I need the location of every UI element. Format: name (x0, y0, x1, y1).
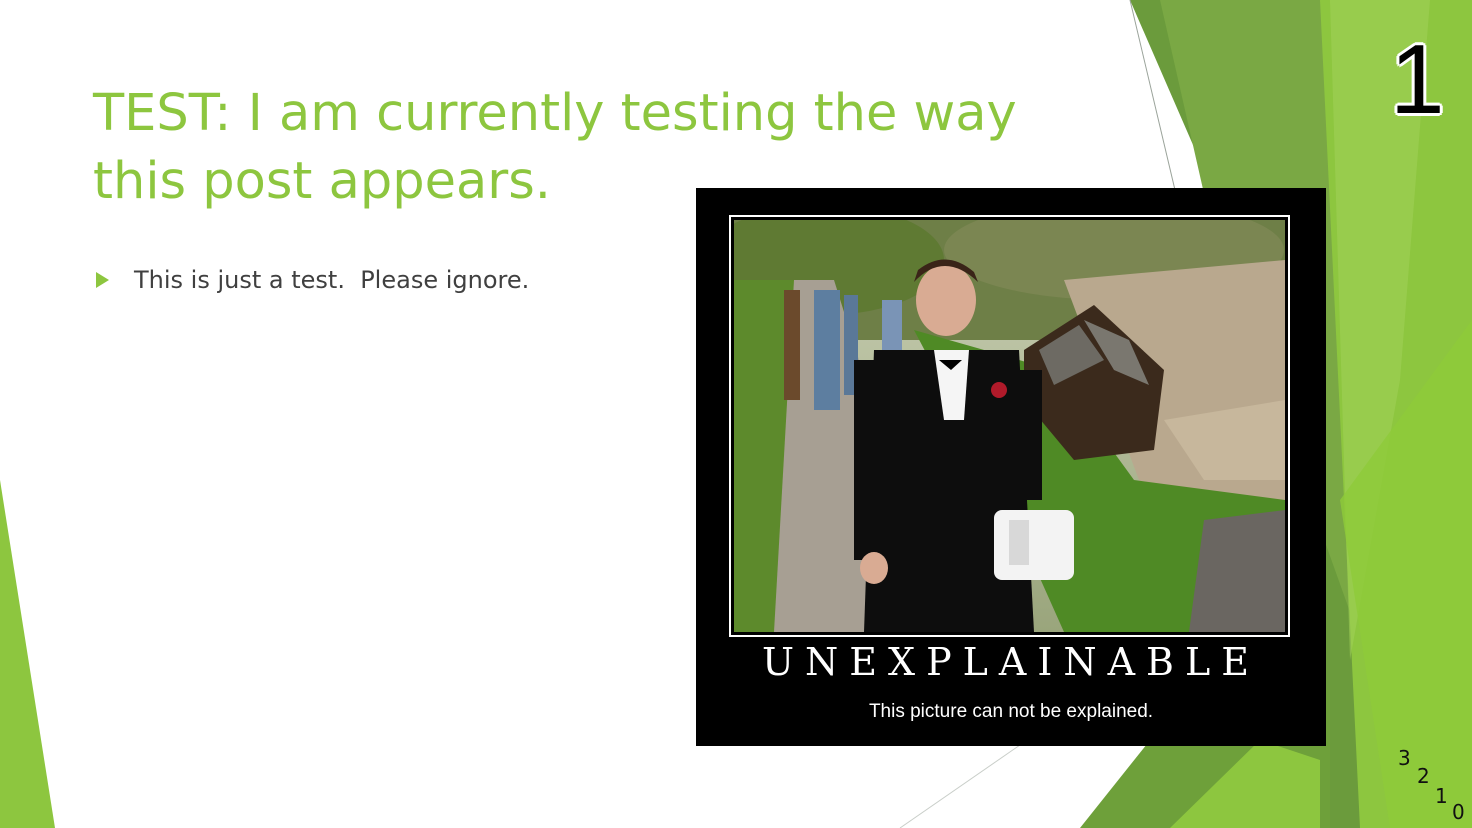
left-green-accent (0, 480, 55, 828)
countdown-digit-1: 1 (1435, 784, 1448, 808)
thin-line-bottom (899, 744, 1021, 828)
motivational-poster-image[interactable]: UNEXPLAINABLE This picture can not be ex… (696, 188, 1326, 746)
bullet-text: This is just a test. Please ignore. (134, 266, 530, 294)
bullet-list-item: This is just a test. Please ignore. (96, 266, 529, 294)
bottom-facet-light (1170, 740, 1320, 828)
poster-photo (734, 220, 1285, 632)
countdown-digit-0: 0 (1452, 800, 1465, 824)
poster-heading: UNEXPLAINABLE (762, 640, 1260, 684)
slide-number: 1 (1390, 24, 1445, 134)
poster-caption: This picture can not be explained. (868, 701, 1154, 722)
triangle-right-icon (96, 272, 109, 288)
thin-line (1129, 0, 1176, 191)
slide-title: TEST: I am currently testing the way thi… (93, 84, 1017, 211)
countdown-digit-2: 2 (1417, 764, 1430, 788)
poster-photo-frame (729, 215, 1290, 637)
countdown-digit-3: 3 (1398, 746, 1411, 770)
right-facet-bright (1340, 320, 1472, 828)
